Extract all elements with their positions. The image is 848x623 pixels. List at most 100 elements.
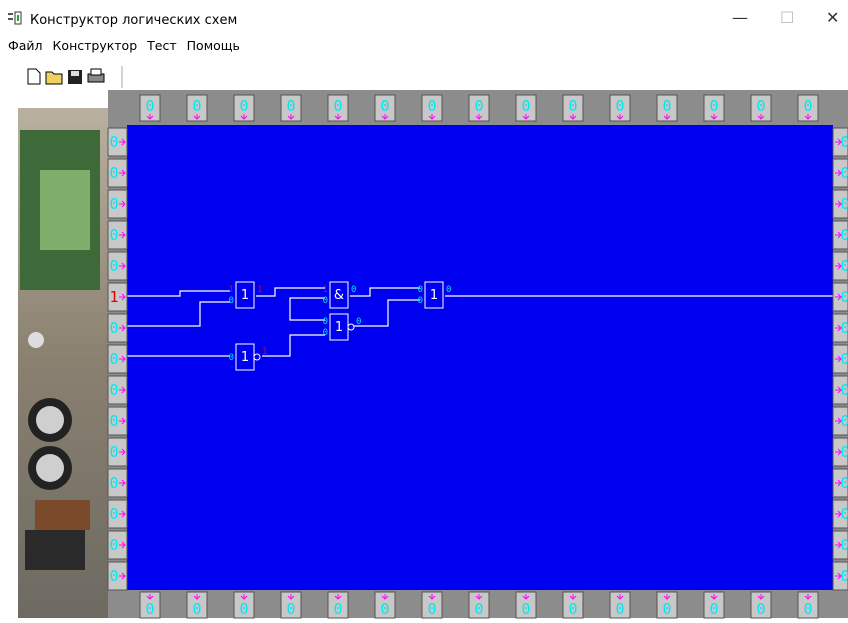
pin[interactable]: [327, 94, 349, 122]
pin[interactable]: [374, 591, 396, 619]
inversion-bubble: [347, 323, 355, 331]
pin-arrow: [146, 594, 154, 600]
logic-gate[interactable]: [424, 281, 444, 309]
pin-arrow: [119, 262, 126, 270]
menu-item[interactable]: Конструктор: [52, 38, 138, 53]
pin[interactable]: [703, 591, 725, 619]
pin-arrow: [428, 114, 436, 120]
pin[interactable]: [107, 282, 128, 312]
pin-value: 0: [109, 257, 118, 275]
pin-value: 0: [446, 285, 451, 295]
open-button[interactable]: [45, 71, 63, 85]
pin[interactable]: [139, 591, 161, 619]
menu-item[interactable]: Тест: [147, 38, 177, 53]
pin[interactable]: [374, 94, 396, 122]
logic-gate[interactable]: [329, 281, 349, 309]
pin[interactable]: [107, 561, 128, 591]
print-icon-paper: [90, 68, 102, 76]
pin[interactable]: [107, 530, 128, 560]
pin[interactable]: [280, 591, 302, 619]
pin[interactable]: [233, 94, 255, 122]
pin[interactable]: [107, 406, 128, 436]
gate-label: 1: [241, 350, 249, 365]
pin-arrow: [835, 417, 842, 425]
pin[interactable]: [421, 591, 443, 619]
pin[interactable]: [186, 94, 208, 122]
toolbar-icons: [27, 66, 123, 88]
pin-arrow: [475, 594, 483, 600]
pin[interactable]: [750, 94, 772, 122]
pin[interactable]: [107, 468, 128, 498]
pin-value: 0: [323, 328, 328, 338]
pin-arrow: [835, 231, 842, 239]
pin[interactable]: [562, 591, 584, 619]
app-icon: [8, 11, 22, 25]
pin[interactable]: [107, 437, 128, 467]
pin-value: 1: [229, 285, 234, 295]
pin-value: 0: [756, 97, 765, 115]
pin-value: 0: [356, 317, 361, 327]
pin-value: 0: [109, 133, 118, 151]
pin-arrow: [119, 448, 126, 456]
pin[interactable]: [107, 158, 128, 188]
pin[interactable]: [703, 94, 725, 122]
pin-arrow: [119, 541, 126, 549]
pin-arrow: [835, 479, 842, 487]
pin-arrow: [835, 293, 842, 301]
pin[interactable]: [139, 94, 161, 122]
pin-value: 0: [323, 317, 328, 327]
pin-value: 0: [709, 97, 718, 115]
pin[interactable]: [186, 591, 208, 619]
pin[interactable]: [280, 94, 302, 122]
pin[interactable]: [468, 591, 490, 619]
pin[interactable]: [515, 94, 537, 122]
toolbar: [0, 62, 848, 90]
pin-arrow: [119, 572, 126, 580]
logic-gate[interactable]: [235, 281, 255, 309]
pin[interactable]: [107, 127, 128, 157]
pin[interactable]: [107, 220, 128, 250]
pin[interactable]: [609, 591, 631, 619]
pin-arrow: [381, 114, 389, 120]
menu-item[interactable]: Помощь: [186, 38, 240, 53]
menu-item[interactable]: Файл: [8, 38, 43, 53]
pin-arrow: [569, 114, 577, 120]
pin-arrow: [146, 114, 154, 120]
pin[interactable]: [107, 375, 128, 405]
pin-value: 0: [427, 97, 436, 115]
pin[interactable]: [107, 251, 128, 281]
pin-value: 1: [323, 285, 328, 295]
pin[interactable]: [609, 94, 631, 122]
pin[interactable]: [468, 94, 490, 122]
pin-value: 0: [615, 97, 624, 115]
pin[interactable]: [797, 94, 819, 122]
pin[interactable]: [107, 313, 128, 343]
pin[interactable]: [656, 94, 678, 122]
pin-arrow: [240, 594, 248, 600]
pin[interactable]: [656, 591, 678, 619]
minimize-button[interactable]: —: [732, 8, 748, 27]
pin-arrow: [119, 169, 126, 177]
maximize-button[interactable]: ☐: [780, 8, 795, 27]
pin-value: 0: [427, 600, 436, 618]
pin[interactable]: [327, 591, 349, 619]
pin[interactable]: [750, 591, 772, 619]
pin[interactable]: [107, 189, 128, 219]
pin-arrow: [119, 231, 126, 239]
pin[interactable]: [421, 94, 443, 122]
pin[interactable]: [107, 499, 128, 529]
pin-arrow: [475, 114, 483, 120]
pin[interactable]: [233, 591, 255, 619]
pin-arrow: [119, 510, 126, 518]
close-button[interactable]: ✕: [826, 8, 840, 27]
pin-value: 0: [109, 381, 118, 399]
pin[interactable]: [107, 344, 128, 374]
pin-value: 0: [615, 600, 624, 618]
new-button[interactable]: [27, 68, 41, 85]
pin[interactable]: [797, 591, 819, 619]
pin-value: 0: [109, 443, 118, 461]
pin[interactable]: [515, 591, 537, 619]
pin-value: 0: [109, 412, 118, 430]
pin-arrow: [663, 594, 671, 600]
pin[interactable]: [562, 94, 584, 122]
